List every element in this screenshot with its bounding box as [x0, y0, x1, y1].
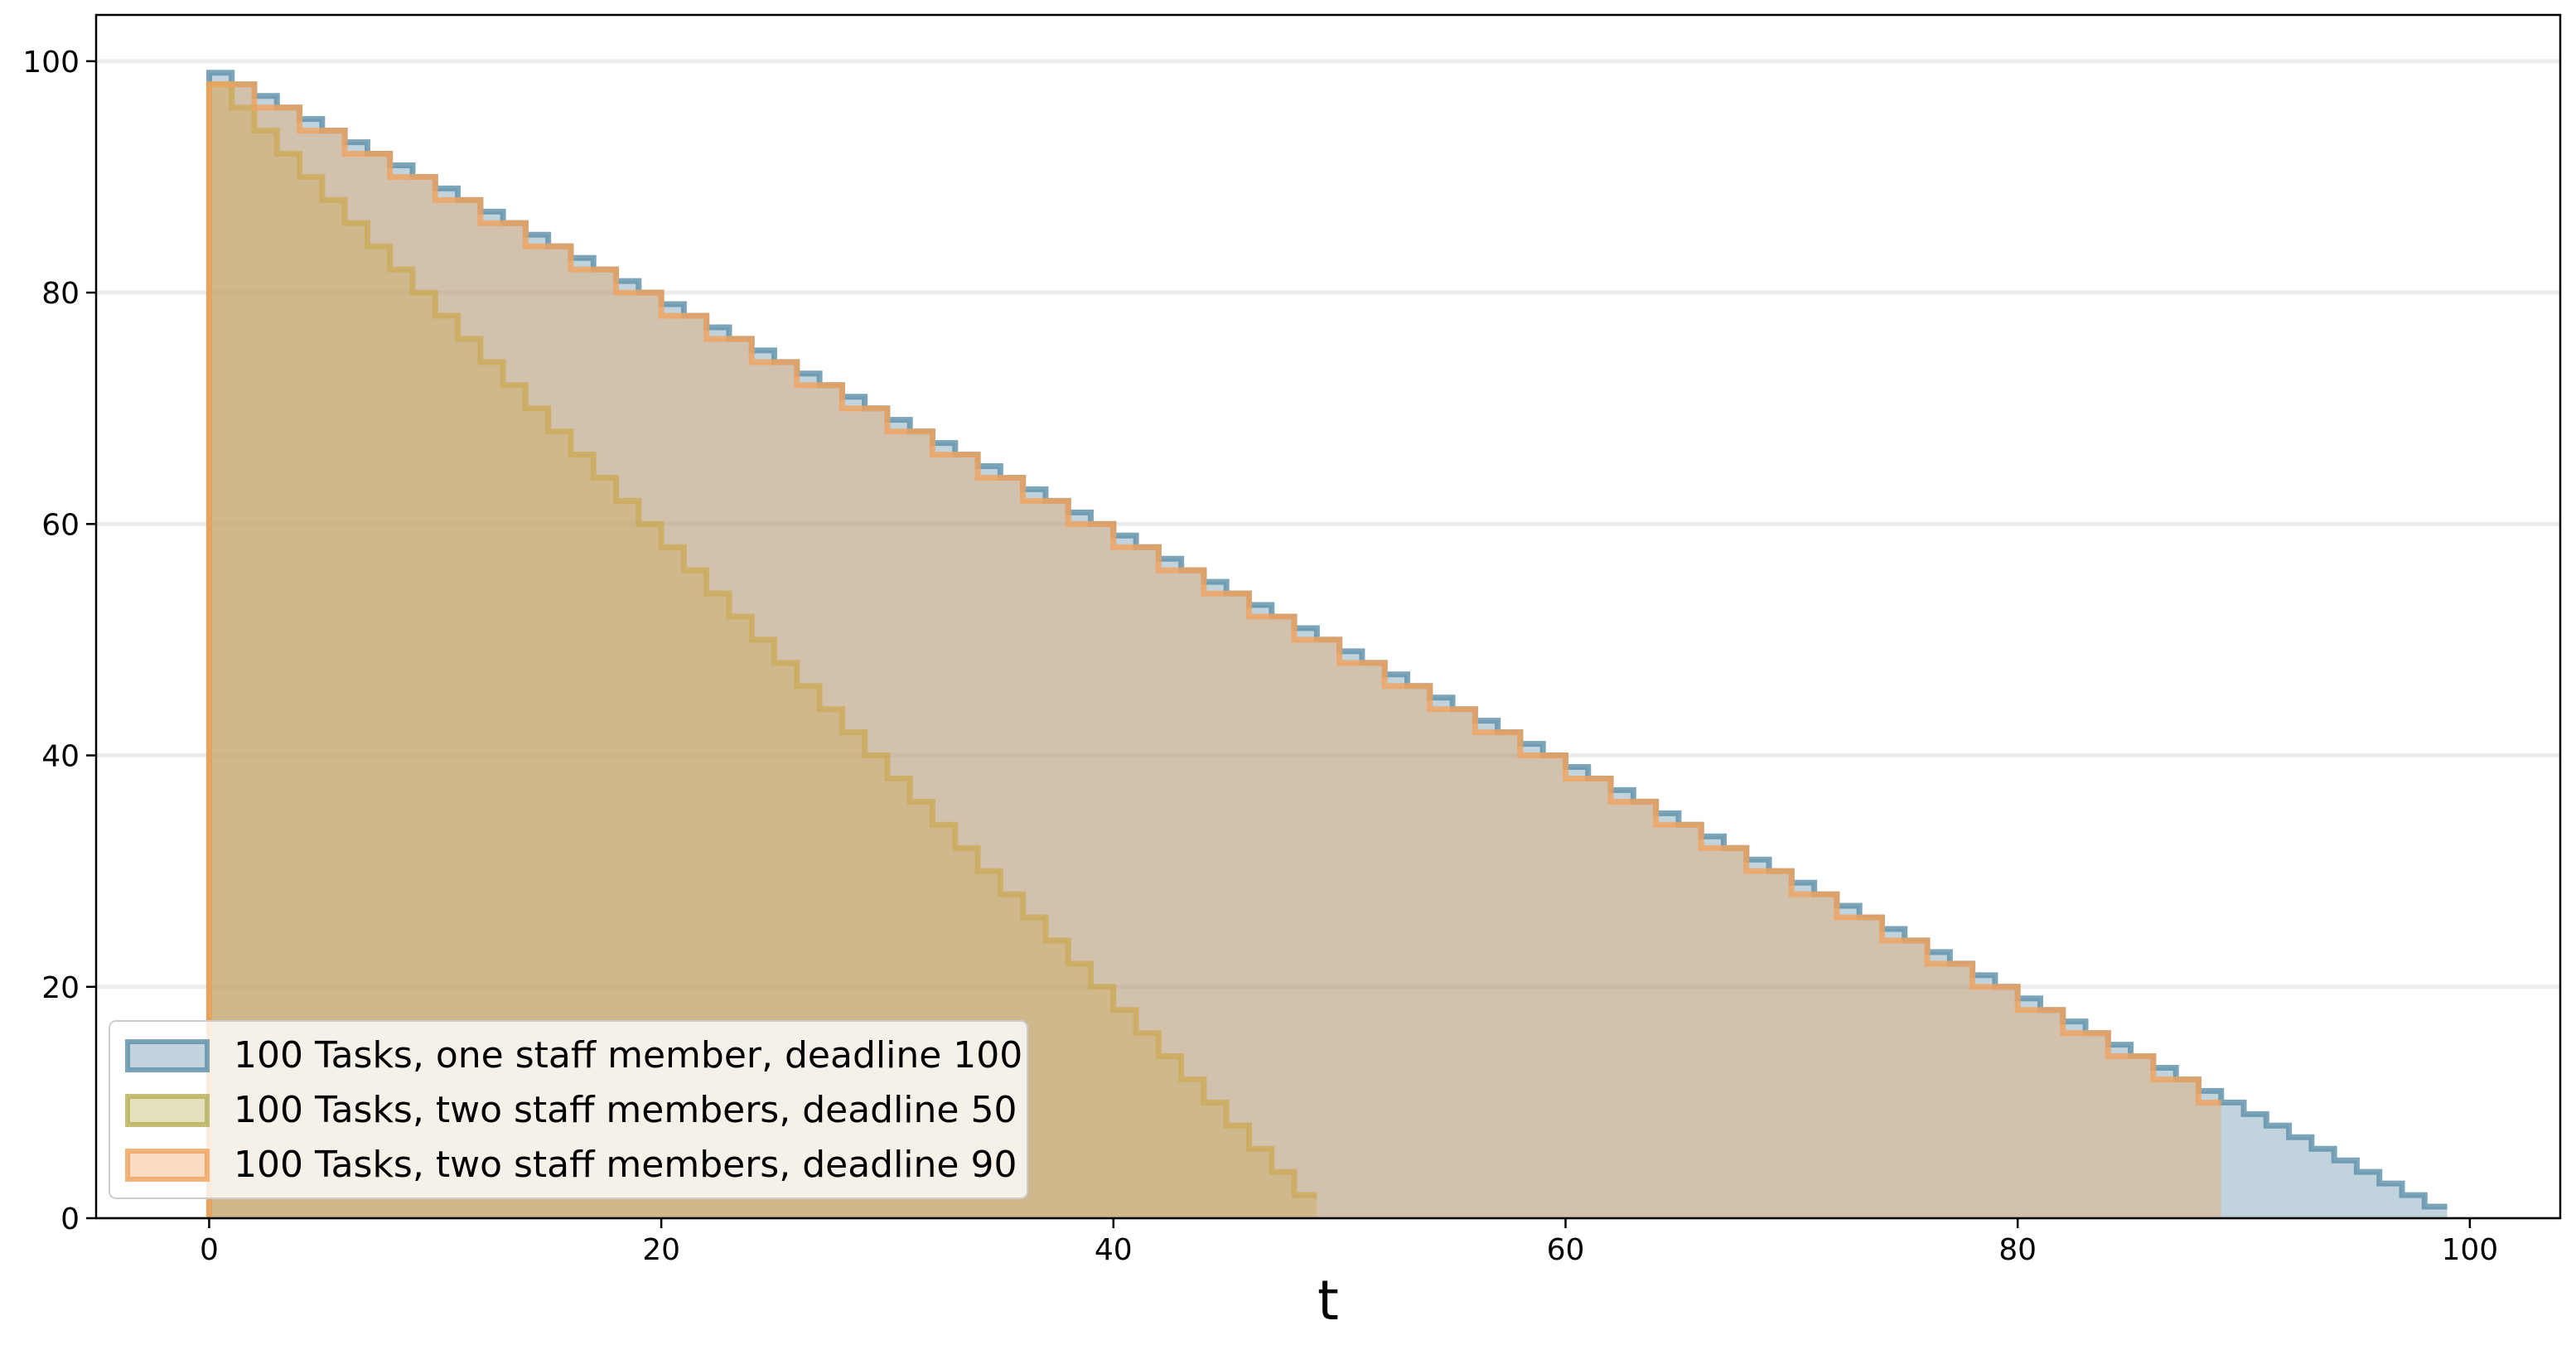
- series-line-2: [205, 81, 1317, 1218]
- x-tick-label: 100: [2442, 1233, 2499, 1267]
- legend-label: 100 Tasks, two staff members, deadline 9…: [234, 1144, 1017, 1186]
- x-tick-label: 80: [1998, 1233, 2037, 1267]
- legend-box: [109, 1020, 1028, 1199]
- legend-swatch: [125, 1094, 210, 1127]
- y-tick-label: 60: [41, 508, 80, 542]
- series-areas: [205, 70, 2448, 1218]
- x-tick-label: 20: [642, 1233, 680, 1267]
- legend-label: 100 Tasks, two staff members, deadline 5…: [234, 1089, 1017, 1131]
- x-axis-label: t: [1317, 1269, 1339, 1333]
- y-tick-label: 40: [41, 740, 80, 774]
- legend-label: 100 Tasks, one staff member, deadline 10…: [234, 1034, 1022, 1076]
- x-tick-label: 40: [1095, 1233, 1133, 1267]
- x-axis-ticks: 0 20 40 60 80 100: [200, 1218, 2498, 1267]
- legend-swatch: [125, 1149, 210, 1182]
- legend: 100 Tasks, one staff member, deadline 10…: [109, 1020, 1028, 1199]
- y-tick-label: 0: [60, 1202, 80, 1236]
- series-area-3: [209, 84, 2221, 1218]
- legend-swatch: [125, 1039, 210, 1072]
- series-line-3: [205, 81, 2221, 1218]
- y-tick-label: 100: [22, 46, 80, 80]
- plot-frame: [94, 13, 2562, 1220]
- series-area-2: [209, 84, 1317, 1218]
- y-tick-label: 20: [41, 971, 80, 1005]
- y-axis-ticks: 0 20 40 60 80 100: [22, 46, 96, 1236]
- x-tick-label: 0: [200, 1233, 219, 1267]
- x-tick-label: 60: [1547, 1233, 1585, 1267]
- y-tick-label: 80: [41, 277, 80, 311]
